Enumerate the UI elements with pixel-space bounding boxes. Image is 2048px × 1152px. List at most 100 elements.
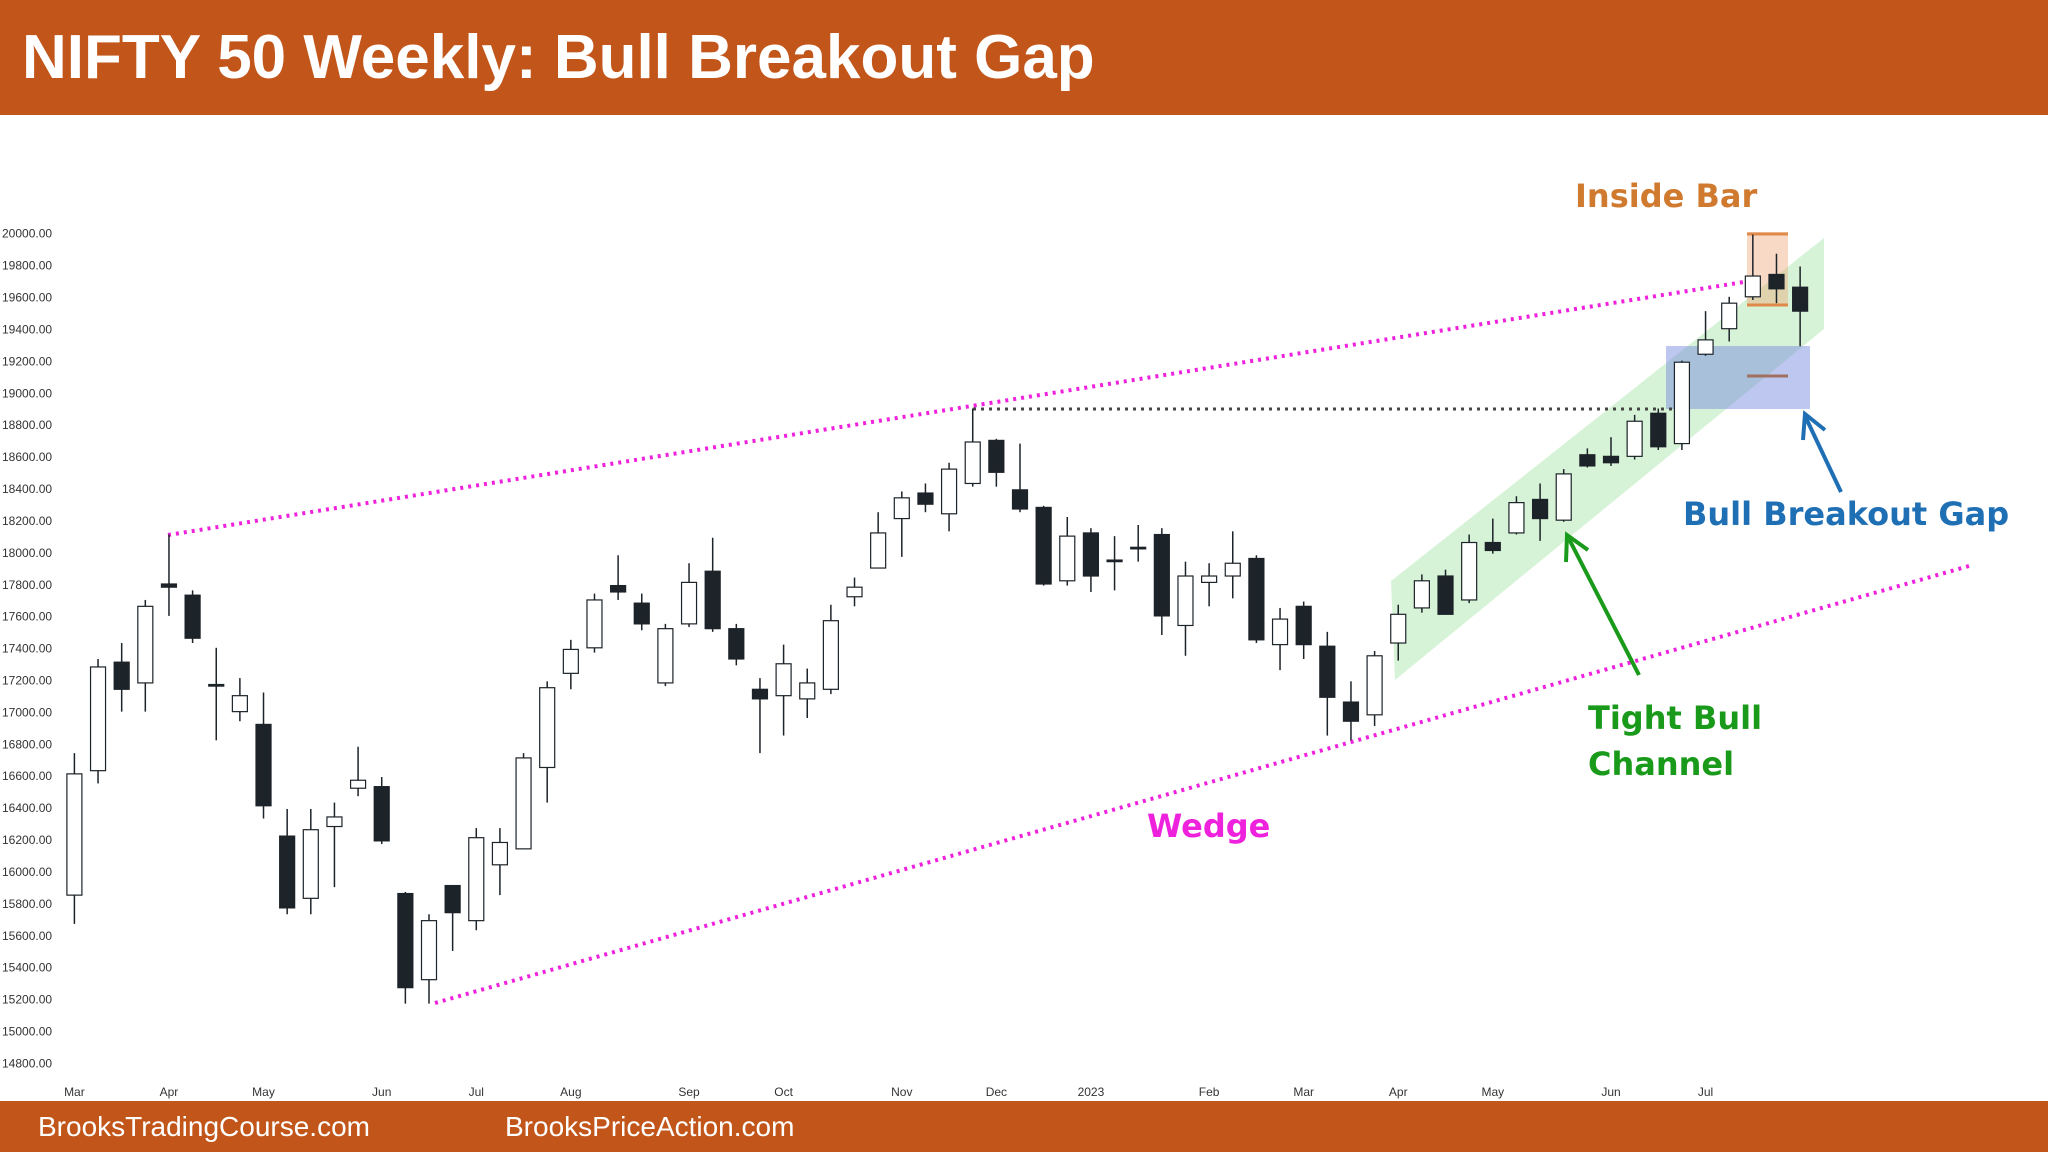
x-tick-label: Jul (1698, 1085, 1713, 1099)
candle-body (137, 605, 154, 684)
candle-body (1059, 535, 1076, 582)
candle-body (1744, 275, 1761, 298)
y-tick-label: 16400.00 (2, 801, 52, 815)
y-tick-label: 17000.00 (2, 705, 52, 719)
x-tick-label: Mar (1293, 1085, 1314, 1099)
x-tick-label: Jun (372, 1085, 391, 1099)
candle-body (1011, 489, 1029, 510)
candle-body (1602, 455, 1620, 464)
candle-body (1673, 361, 1691, 445)
candle-body (1768, 273, 1785, 290)
candle-body (491, 841, 509, 866)
title: NIFTY 50 Weekly: Bull Breakout Gap (22, 23, 1095, 92)
y-tick-label: 15000.00 (2, 1025, 52, 1039)
candle-body (1390, 613, 1407, 644)
candle-body (1626, 420, 1643, 457)
y-tick-label: 18800.00 (2, 418, 52, 432)
candle-body (1342, 701, 1360, 722)
y-tick-label: 15200.00 (2, 993, 52, 1007)
candle-body (917, 492, 934, 505)
annotation: Inside Bar (1575, 177, 1758, 215)
candle-body (1130, 546, 1147, 550)
x-tick-label: Sep (678, 1085, 700, 1099)
candle-body (1177, 575, 1194, 627)
candle-body (775, 663, 792, 697)
annotation: Tight Bull Channel (1588, 699, 1763, 783)
y-tick-label: 16200.00 (2, 833, 52, 847)
footer: BrooksTradingCourse.com BrooksPriceActio… (0, 1101, 2048, 1152)
y-tick-label: 17200.00 (2, 673, 52, 687)
candle-body (728, 628, 745, 660)
candle-body (1461, 541, 1478, 601)
header: NIFTY 50 Weekly: Bull Breakout Gap (0, 0, 2048, 115)
candle-body (1082, 532, 1100, 577)
candle-body (964, 441, 981, 485)
candle-body (1201, 575, 1218, 583)
y-tick-label: 14800.00 (2, 1056, 52, 1070)
candle-body (751, 688, 769, 700)
candle-body (1271, 618, 1289, 646)
footer-right: BrooksPriceAction.com (505, 1111, 795, 1142)
y-tick-label: 17600.00 (2, 610, 52, 624)
annotation: Wedge (1147, 807, 1271, 845)
candle-body (1437, 575, 1454, 615)
x-tick-label: 2023 (1078, 1085, 1105, 1099)
candle-body (610, 584, 627, 593)
y-tick-label: 19200.00 (2, 354, 52, 368)
y-tick-label: 16600.00 (2, 769, 52, 783)
candle-body (1508, 502, 1525, 534)
candle-body (349, 779, 367, 789)
candle-body (1413, 580, 1430, 609)
candle-body (373, 786, 390, 842)
candle-body (468, 837, 485, 922)
candle-body (279, 835, 296, 909)
x-tick-label: Jun (1601, 1085, 1620, 1099)
candle-body (1484, 541, 1501, 552)
candle-body (208, 683, 225, 687)
candle-body (515, 757, 532, 850)
candle-body (302, 829, 319, 899)
candle-body (326, 816, 343, 828)
candle-body (1106, 559, 1123, 563)
candle-body (1248, 557, 1265, 641)
candle-body (444, 884, 461, 914)
candle-body (893, 497, 910, 520)
candle-body (562, 648, 579, 674)
candle-body (870, 532, 887, 569)
x-tick-label: Apr (1389, 1085, 1408, 1099)
candle-body (1721, 302, 1738, 330)
candle-body (680, 581, 698, 625)
y-tick-label: 16000.00 (2, 865, 52, 879)
x-tick-label: May (1481, 1085, 1504, 1099)
candle-body (231, 695, 248, 713)
candle-body (420, 920, 438, 981)
wedge-lower (434, 564, 1970, 1005)
candle-body (846, 586, 863, 598)
y-tick-label: 18000.00 (2, 546, 52, 560)
candle-body (1555, 473, 1572, 521)
candle-body (255, 723, 272, 807)
candle-body (633, 602, 650, 625)
candle-body (539, 687, 556, 769)
y-tick-label: 19600.00 (2, 291, 52, 305)
y-tick-label: 17800.00 (2, 578, 52, 592)
candle-body (1035, 506, 1052, 585)
x-tick-label: Aug (560, 1085, 581, 1099)
candle-body (1153, 533, 1170, 617)
y-tick-label: 18600.00 (2, 450, 52, 464)
y-tick-label: 19800.00 (2, 259, 52, 273)
candle-body (397, 892, 414, 989)
y-tick-label: 15600.00 (2, 929, 52, 943)
candle-body (1792, 286, 1809, 312)
y-tick-label: 19000.00 (2, 386, 52, 400)
candle-body (66, 773, 83, 896)
x-tick-label: Mar (64, 1085, 85, 1099)
candle-body (704, 570, 721, 630)
x-tick-label: Dec (986, 1085, 1007, 1099)
candle-body (988, 439, 1005, 473)
candle-body (1366, 655, 1383, 716)
x-tick-label: Jul (469, 1085, 484, 1099)
candle-body (113, 661, 130, 690)
